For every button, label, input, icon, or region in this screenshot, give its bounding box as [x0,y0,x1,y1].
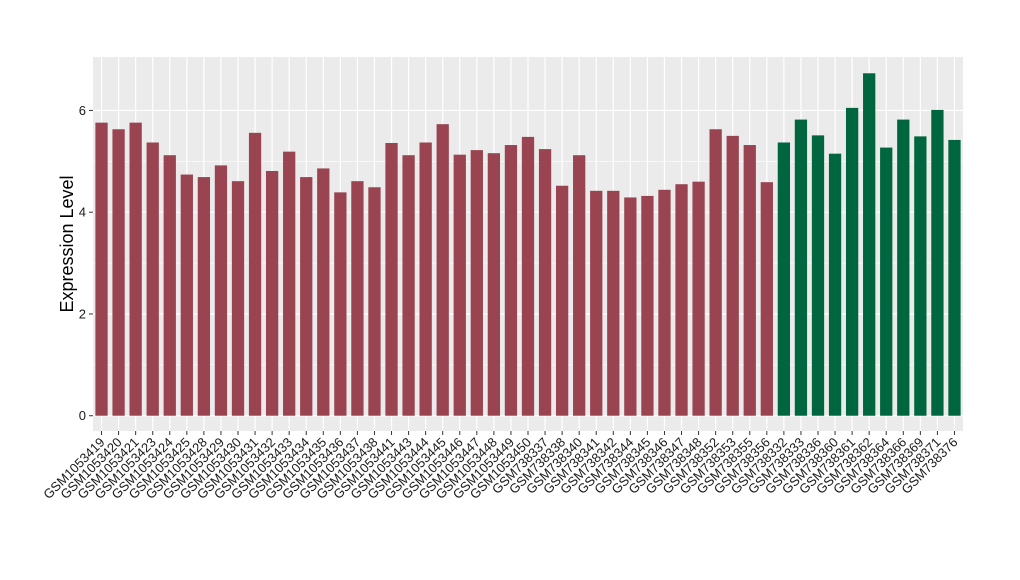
bar [675,184,688,416]
bar [248,132,262,416]
bar [863,73,876,416]
bar [897,119,910,416]
bar [265,170,279,416]
bar [163,155,176,416]
bar [368,187,381,416]
bar [453,154,466,416]
bar [692,181,705,416]
bar [351,181,364,416]
bar [590,190,603,416]
bar [777,142,791,416]
bar [573,155,586,416]
bar [845,107,859,416]
bar [231,181,245,416]
bar [180,174,193,416]
bar [658,189,671,416]
bar [743,145,756,416]
bar [914,136,927,416]
bar [129,122,142,416]
y-axis: 0 2 4 6 [79,103,93,423]
bar [317,168,330,416]
x-axis: GSM1053419GSM1053420GSM1053421GSM1053423… [40,431,961,502]
bar [504,145,518,416]
y-tick-label: 6 [79,103,86,118]
bar [436,124,449,416]
bar [880,147,893,416]
bar [470,150,483,416]
bar [283,151,296,416]
bar [624,197,637,416]
bar [709,129,722,416]
bar [95,122,108,416]
bar [521,136,535,416]
bar [726,135,739,416]
bar [385,142,398,416]
y-tick-label: 0 [79,408,86,423]
bar [112,129,125,416]
bar [419,142,432,416]
bar [146,142,159,416]
bar [197,177,211,416]
bar [487,153,501,416]
bar [811,135,825,416]
y-axis-title: Expression Level [57,175,77,312]
bar [300,177,313,416]
bar [760,182,773,416]
bar [931,109,944,416]
bar [402,155,415,416]
y-tick-label: 2 [79,306,86,321]
bar [334,192,347,416]
bar [641,195,654,416]
bar [948,139,961,416]
bar [214,165,228,416]
bar [794,119,808,416]
bar [555,185,569,416]
bar-series [95,73,961,416]
bar [607,190,620,416]
bar [538,149,552,416]
bar [828,153,842,416]
y-tick-label: 4 [79,205,86,220]
